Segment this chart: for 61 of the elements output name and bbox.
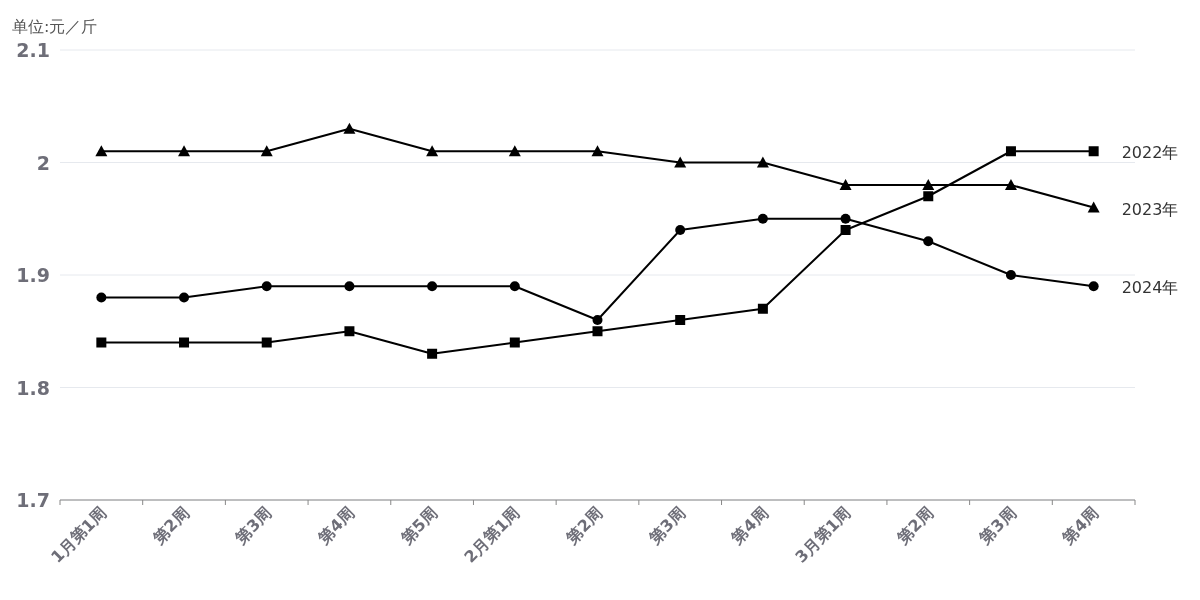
y-tick-label: 2.1	[16, 39, 50, 61]
point	[756, 156, 769, 168]
point	[923, 236, 934, 247]
point	[839, 179, 852, 190]
point	[757, 213, 768, 224]
point	[95, 145, 108, 157]
point	[675, 315, 686, 325]
point	[260, 145, 273, 157]
point	[427, 348, 438, 359]
point	[1005, 146, 1016, 157]
point	[591, 145, 604, 157]
point	[1088, 146, 1099, 157]
point	[96, 337, 107, 348]
point	[674, 156, 687, 168]
point	[840, 225, 851, 235]
y-tick-label: 1.7	[16, 489, 50, 511]
point	[178, 145, 191, 157]
series-label: 2024年	[1121, 278, 1179, 298]
point	[922, 179, 935, 190]
point	[509, 281, 520, 292]
point	[427, 281, 438, 292]
series-label: 2022年	[1121, 143, 1179, 163]
point	[1087, 201, 1100, 213]
x-tick-label: 第4周	[1057, 503, 1103, 549]
point	[592, 315, 603, 325]
point	[592, 326, 603, 337]
point	[343, 122, 356, 134]
x-tick-label: 第3周	[230, 503, 276, 549]
x-tick-label: 1月第1周	[47, 503, 111, 567]
x-tick-label: 第2周	[561, 503, 607, 549]
point	[344, 326, 355, 337]
y-tick-label: 2	[36, 151, 50, 174]
point	[675, 225, 686, 235]
point	[426, 145, 439, 157]
point	[96, 292, 107, 303]
x-tick-label: 第2周	[148, 503, 193, 549]
y-tick-label: 1.8	[16, 376, 50, 399]
point	[179, 337, 190, 348]
point	[1088, 281, 1099, 292]
x-tick-label: 第4周	[727, 503, 772, 549]
x-tick-label: 3月第1周	[791, 503, 855, 567]
point	[261, 337, 272, 348]
y-axis-title: 单位:元／斤	[12, 17, 98, 36]
point	[261, 281, 272, 292]
series-label: 2023年	[1121, 199, 1179, 219]
point	[509, 337, 520, 348]
point	[840, 213, 851, 224]
y-tick-label: 1.9	[16, 264, 50, 286]
point	[344, 281, 355, 292]
point	[923, 191, 934, 202]
point	[757, 303, 768, 314]
x-tick-label: 第3周	[644, 503, 690, 549]
x-tick-label: 2月第1周	[460, 503, 524, 567]
point	[1005, 270, 1016, 280]
x-tick-label: 第5周	[396, 503, 441, 549]
x-tick-label: 第4周	[313, 503, 359, 549]
point	[179, 292, 190, 303]
x-tick-label: 第3周	[975, 503, 1020, 549]
point	[1004, 179, 1017, 190]
x-tick-label: 第2周	[892, 503, 938, 549]
point	[508, 145, 521, 157]
